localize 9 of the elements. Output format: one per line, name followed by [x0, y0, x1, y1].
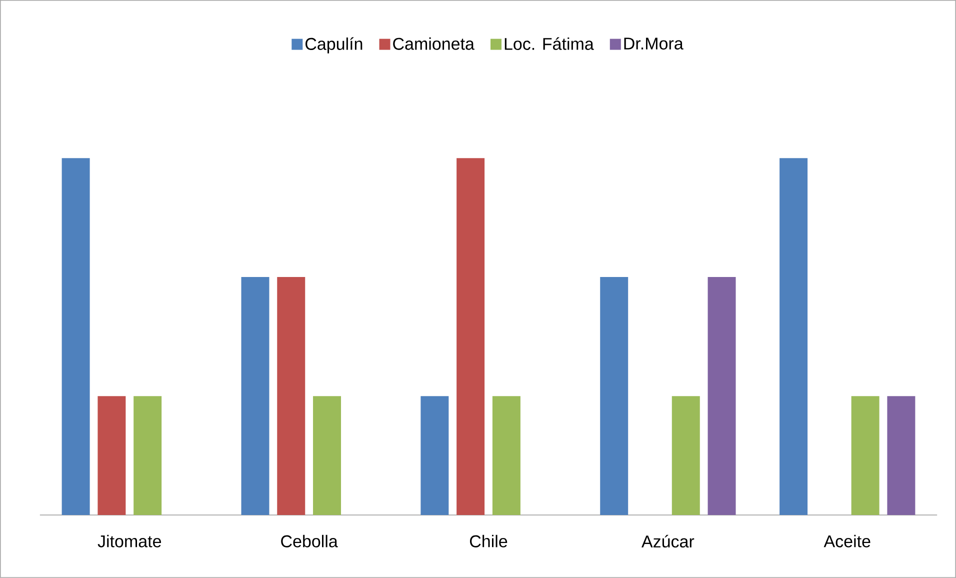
x-tick-label: Cebolla [281, 534, 338, 548]
x-tick-label: Azúcar [642, 534, 694, 548]
x-tick-label: Chile [470, 534, 508, 548]
legend-label: Dr.Mora [624, 38, 684, 50]
x-tick-label: Jitomate [98, 534, 162, 548]
legend-label: Camioneta [393, 37, 474, 50]
x-tick-label: Aceite [824, 534, 870, 548]
legend-label: Capulín [306, 37, 362, 54]
legend-label: Loc. Fátima [504, 37, 594, 50]
